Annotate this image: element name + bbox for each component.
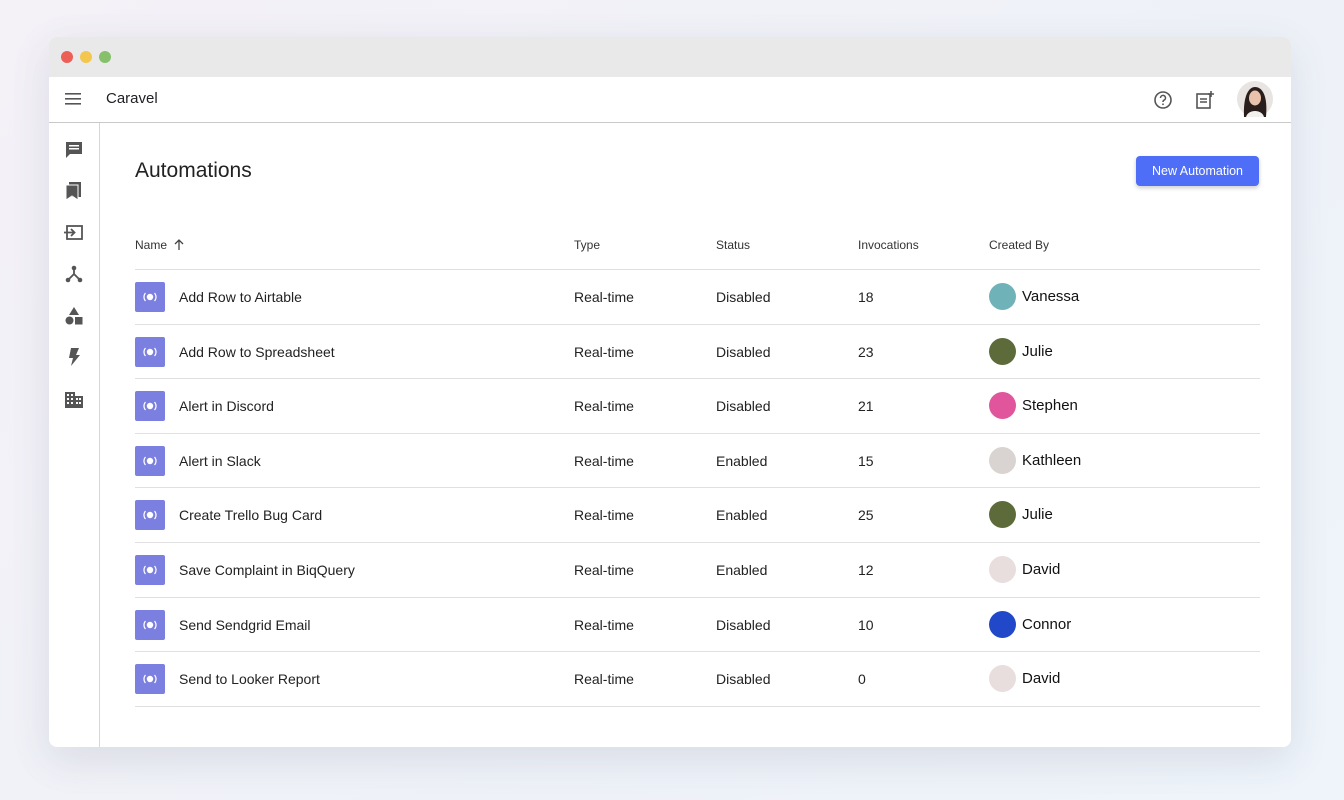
automation-name: Alert in Slack xyxy=(179,452,261,469)
close-dot[interactable] xyxy=(61,51,73,63)
automation-icon xyxy=(135,336,165,367)
automation-status: Disabled xyxy=(716,289,771,305)
creator-name: David xyxy=(1022,670,1061,688)
table-row[interactable]: Alert in Slack Real-time Enabled 15 Kathleen xyxy=(135,432,1260,488)
column-header: Invocations xyxy=(858,238,919,252)
automation-icon xyxy=(135,445,165,476)
automation-name: Add Row to Airtable xyxy=(179,289,302,305)
automation-status: Disabled xyxy=(716,671,771,688)
creator-name: Julie xyxy=(1022,342,1053,360)
automation-name: Create Trello Bug Card xyxy=(179,507,323,524)
invocation-count: 0 xyxy=(858,671,866,688)
automation-status: Enabled xyxy=(716,562,768,578)
nav-messages[interactable] xyxy=(64,140,84,160)
creator-name: Kathleen xyxy=(1022,451,1082,469)
nav-bookmarks[interactable] xyxy=(64,181,84,201)
automation-type: Real-time xyxy=(574,452,634,469)
nav-automations[interactable] xyxy=(64,347,84,367)
automation-type: Real-time xyxy=(574,562,634,578)
page-title: Automations xyxy=(135,159,252,182)
table-row[interactable]: Send Sendgrid Email Real-time Disabled 10 Co… xyxy=(135,596,1260,652)
invocation-count: 21 xyxy=(858,398,874,415)
automation-type: Real-time xyxy=(574,343,634,360)
automation-type: Real-time xyxy=(574,507,634,524)
automation-name: Send to Looker Report xyxy=(179,671,320,688)
automation-status: Disabled xyxy=(716,616,771,633)
automation-icon xyxy=(135,664,165,695)
automation-type: Real-time xyxy=(574,398,634,415)
nav-input[interactable] xyxy=(64,223,84,243)
creator-avatar xyxy=(989,446,1016,474)
column-header: Created By xyxy=(989,238,1050,252)
creator-avatar xyxy=(989,501,1016,529)
nav-shapes[interactable] xyxy=(64,306,84,326)
column-header: Status xyxy=(716,238,751,252)
automation-status: Enabled xyxy=(716,507,768,524)
new-automation-button[interactable]: New Automation xyxy=(1136,156,1259,186)
creator-avatar xyxy=(989,337,1016,365)
automation-name: Send Sendgrid Email xyxy=(179,616,311,633)
app-bar: Caravel xyxy=(49,77,1291,123)
automation-status: Enabled xyxy=(716,452,768,469)
app-name: Caravel xyxy=(106,90,158,107)
automation-icon xyxy=(135,282,165,312)
invocation-count: 23 xyxy=(858,343,874,360)
invocation-count: 15 xyxy=(858,452,874,469)
column-header: Type xyxy=(574,238,601,252)
creator-name: David xyxy=(1022,561,1061,578)
table-row[interactable]: Add Row to Airtable Real-time Disabled 18 Va… xyxy=(135,269,1260,324)
nav-organization[interactable] xyxy=(64,389,84,409)
user-avatar[interactable] xyxy=(1237,81,1273,117)
automation-name: Add Row to Spreadsheet xyxy=(179,343,335,360)
automation-status: Disabled xyxy=(716,343,771,360)
table-row[interactable]: Save Complaint in BiqQuery Real-time Enabl… xyxy=(135,542,1260,597)
automation-type: Real-time xyxy=(574,671,634,688)
title-bar xyxy=(49,37,1291,77)
maximize-dot[interactable] xyxy=(99,51,111,63)
automation-type: Real-time xyxy=(574,289,634,305)
automation-icon xyxy=(135,609,165,640)
creator-name: Stephen xyxy=(1022,397,1078,415)
creator-avatar xyxy=(989,665,1016,693)
automation-type: Real-time xyxy=(574,616,634,633)
creator-avatar xyxy=(989,610,1016,638)
table-row[interactable]: Alert in Discord Real-time Disabled 21 Steph… xyxy=(135,378,1260,433)
app-window: Caravel Automations New Automation Name T… xyxy=(49,37,1291,747)
minimize-dot[interactable] xyxy=(80,51,92,63)
automation-icon xyxy=(135,555,165,585)
sort-arrow[interactable] xyxy=(174,239,184,251)
notes-button[interactable] xyxy=(1195,90,1215,110)
automation-icon xyxy=(135,500,165,531)
creator-name: Julie xyxy=(1022,506,1053,524)
automation-name: Alert in Discord xyxy=(179,398,274,415)
automation-name: Save Complaint in BiqQuery xyxy=(179,562,355,578)
automation-icon xyxy=(135,391,165,422)
invocation-count: 18 xyxy=(858,289,874,305)
menu-button[interactable] xyxy=(65,93,81,105)
automation-status: Disabled xyxy=(716,398,771,415)
table-row[interactable]: Add Row to Spreadsheet Real-time Disabled 2… xyxy=(135,323,1260,379)
table-bottom-border xyxy=(135,705,1260,707)
invocation-count: 12 xyxy=(858,562,874,578)
table-row[interactable]: Create Trello Bug Card Real-time Enabled 25… xyxy=(135,487,1260,542)
invocation-count: 25 xyxy=(858,507,874,524)
table-row[interactable]: Send to Looker Report Real-time Disabled 0 D… xyxy=(135,651,1260,706)
creator-name: Connor xyxy=(1022,615,1072,633)
help-button[interactable] xyxy=(1153,90,1173,110)
column-header[interactable]: Name xyxy=(135,238,168,252)
creator-name: Vanessa xyxy=(1022,288,1080,305)
invocation-count: 10 xyxy=(858,616,874,633)
sidebar xyxy=(49,123,100,747)
creator-avatar xyxy=(989,556,1016,583)
nav-flows[interactable] xyxy=(64,264,84,284)
creator-avatar xyxy=(989,283,1016,310)
creator-avatar xyxy=(989,392,1016,420)
